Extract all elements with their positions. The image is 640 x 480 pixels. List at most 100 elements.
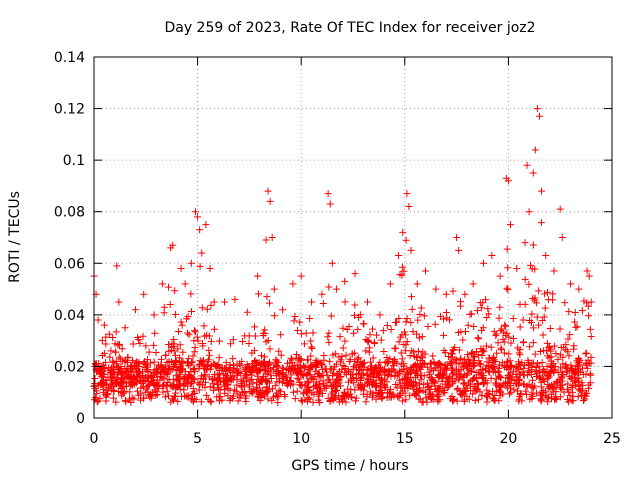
- data-point: [157, 362, 165, 370]
- data-point: [315, 370, 323, 378]
- data-point: [442, 374, 450, 382]
- data-point: [364, 336, 372, 344]
- data-point: [445, 383, 453, 391]
- data-point: [405, 370, 413, 378]
- data-point: [569, 397, 577, 405]
- data-point: [112, 378, 120, 386]
- data-point: [242, 398, 250, 406]
- data-point: [102, 333, 110, 341]
- data-point: [315, 380, 323, 388]
- data-point: [460, 396, 468, 404]
- data-point: [473, 307, 481, 315]
- data-point: [528, 383, 536, 391]
- data-point: [250, 323, 258, 331]
- data-point: [453, 386, 461, 394]
- data-point: [512, 371, 520, 379]
- data-point: [400, 366, 408, 374]
- data-point: [392, 344, 400, 352]
- data-point: [575, 285, 583, 293]
- data-point: [237, 362, 245, 370]
- data-point: [160, 303, 168, 311]
- data-point: [106, 353, 114, 361]
- data-point: [526, 343, 534, 351]
- data-point: [148, 377, 156, 385]
- data-point: [409, 328, 417, 336]
- data-point: [279, 375, 287, 383]
- data-point: [308, 298, 316, 306]
- data-point: [128, 394, 136, 402]
- data-point: [153, 368, 161, 376]
- data-point: [112, 328, 120, 336]
- data-point: [229, 355, 237, 363]
- data-point: [343, 326, 351, 334]
- data-point: [286, 359, 294, 367]
- data-point: [506, 363, 514, 371]
- data-point: [207, 301, 215, 309]
- data-point: [314, 396, 322, 404]
- data-point: [231, 295, 239, 303]
- data-point: [340, 394, 348, 402]
- data-point: [239, 338, 247, 346]
- data-point: [297, 363, 305, 371]
- data-point: [353, 355, 361, 363]
- data-point: [347, 393, 355, 401]
- data-point: [529, 376, 537, 384]
- data-point: [171, 393, 179, 401]
- data-point: [178, 321, 186, 329]
- y-axis-tick-labels: 0 0.02 0.04 0.06 0.08 0.1 0.12 0.14: [54, 50, 85, 427]
- data-point: [411, 390, 419, 398]
- data-point: [504, 374, 512, 382]
- data-point: [326, 357, 334, 365]
- data-point: [368, 393, 376, 401]
- data-point: [272, 369, 280, 377]
- data-point: [224, 392, 232, 400]
- data-point: [240, 374, 248, 382]
- data-point: [302, 389, 310, 397]
- data-point: [271, 359, 279, 367]
- data-point: [303, 356, 311, 364]
- data-point: [524, 356, 532, 364]
- data-point: [107, 347, 115, 355]
- data-point: [205, 356, 213, 364]
- data-point: [585, 272, 593, 280]
- data-point: [264, 387, 272, 395]
- data-point: [233, 369, 241, 377]
- data-point: [378, 375, 386, 383]
- data-point: [513, 387, 521, 395]
- data-point: [441, 388, 449, 396]
- data-point: [516, 300, 524, 308]
- data-point: [166, 364, 174, 372]
- data-point: [187, 290, 195, 298]
- data-point: [390, 392, 398, 400]
- data-point: [141, 376, 149, 384]
- data-point: [544, 398, 552, 406]
- data-point: [124, 372, 132, 380]
- data-point: [478, 326, 486, 334]
- data-point: [418, 333, 426, 341]
- data-point: [112, 379, 120, 387]
- data-point: [507, 362, 515, 370]
- data-point: [273, 367, 281, 375]
- data-point: [199, 359, 207, 367]
- data-point: [474, 396, 482, 404]
- data-point: [140, 394, 148, 402]
- data-point: [134, 363, 142, 371]
- data-point: [476, 299, 484, 307]
- data-point: [385, 367, 393, 375]
- data-point: [529, 339, 537, 347]
- data-point: [523, 382, 531, 390]
- data-point: [538, 317, 546, 325]
- data-point: [519, 316, 527, 324]
- data-point: [207, 398, 215, 406]
- data-point: [413, 280, 421, 288]
- data-point: [441, 349, 449, 357]
- data-point: [421, 350, 429, 358]
- data-point: [293, 374, 301, 382]
- data-point: [579, 370, 587, 378]
- data-point: [508, 373, 516, 381]
- data-point: [402, 347, 410, 355]
- data-point: [323, 381, 331, 389]
- data-point: [547, 345, 555, 353]
- data-point: [268, 234, 276, 241]
- data-point: [230, 386, 238, 394]
